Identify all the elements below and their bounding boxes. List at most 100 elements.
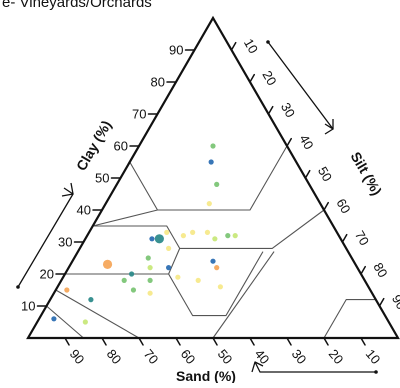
silt-tick	[267, 105, 274, 115]
data-points	[51, 143, 238, 325]
data-point	[190, 229, 196, 235]
axis-direction-arrows	[16, 40, 378, 374]
data-point	[121, 277, 127, 283]
chart-title: e- Vineyards/Orchards	[2, 0, 152, 11]
data-point	[212, 236, 218, 242]
sand-tick-label: 70	[141, 346, 162, 367]
loam-boundary	[168, 251, 264, 317]
clay-loam-boundary	[92, 209, 325, 249]
sand-tick	[64, 337, 70, 346]
silt-tick	[323, 201, 329, 211]
data-point	[175, 274, 181, 280]
sand-tick	[101, 337, 107, 346]
sand-tick	[175, 337, 181, 346]
silt-direction-arrow	[267, 41, 334, 135]
silt-tick	[286, 137, 292, 147]
silt-tick-label: 90	[389, 292, 400, 312]
silt-axis-title: Silt (%)	[348, 149, 386, 198]
sandy-clay-edge	[92, 209, 158, 227]
texture-class-lines	[46, 145, 376, 339]
silt-tick-label: 70	[352, 228, 372, 248]
silt-tick-label: 40	[296, 132, 316, 152]
silt-tick	[341, 233, 348, 243]
axis-ticks: 10 20 30 40 50 60 70 80 90 10 20 30 40 50 60 70 80 90 90 80…	[21, 36, 400, 367]
clay-tick-label: 40	[77, 203, 91, 218]
silt-boundary	[323, 299, 376, 339]
clay-tick-label: 20	[40, 267, 54, 282]
clay-tick-label: 60	[114, 139, 128, 154]
clay-tick-label: 50	[95, 171, 109, 186]
sand-tick-label: 90	[67, 346, 88, 367]
clay-axis-title: Clay (%)	[73, 118, 114, 174]
clay-tick-label: 90	[169, 43, 183, 58]
silt-tick-label: 80	[370, 260, 390, 280]
sand-boundary	[46, 305, 84, 339]
data-point	[164, 229, 170, 235]
triangle-border	[26, 15, 400, 340]
clay-tick-label: 30	[58, 235, 72, 250]
data-point	[225, 233, 231, 239]
clay-tick-label: 10	[21, 299, 35, 314]
silt-tick-label: 30	[278, 100, 298, 120]
silt-tick-label: 60	[333, 196, 353, 216]
data-point	[145, 255, 151, 261]
data-point	[154, 234, 164, 244]
sand-tick-label: 60	[178, 346, 199, 367]
silt-tick	[249, 73, 255, 83]
silt-loam-boundary	[212, 251, 275, 339]
data-point	[149, 236, 155, 242]
silt-tick-label: 20	[259, 68, 279, 88]
data-point	[147, 290, 153, 296]
sand-tick	[138, 337, 144, 346]
sand-tick	[323, 337, 329, 346]
data-point	[166, 245, 172, 251]
silt-tick	[230, 41, 237, 51]
data-point	[195, 277, 201, 283]
sand-tick-label: 10	[363, 346, 384, 367]
sand-tick-label: 80	[104, 346, 125, 367]
clay-tick-label: 70	[132, 107, 146, 122]
silt-tick	[304, 169, 311, 179]
data-point	[147, 277, 153, 283]
clay-class-boundary	[129, 145, 288, 211]
data-point	[51, 316, 57, 322]
sand-tick	[212, 337, 218, 346]
data-point	[129, 271, 135, 277]
sand-tick	[360, 337, 366, 346]
data-point	[214, 265, 220, 271]
data-point	[210, 258, 216, 264]
sandy-clay-loam-boundary	[65, 248, 181, 275]
clay-arrowhead	[61, 182, 74, 197]
sand-tick	[286, 337, 292, 346]
silt-arrowhead	[324, 119, 334, 130]
silt-arrow-start	[266, 40, 270, 44]
sand-arrow-start	[374, 370, 378, 374]
sand-tick	[249, 337, 255, 346]
data-point	[88, 297, 94, 303]
data-point	[147, 265, 153, 271]
silt-tick	[360, 265, 366, 275]
sand-axis-title: Sand (%)	[176, 368, 236, 383]
data-point	[64, 287, 70, 293]
data-point	[217, 284, 223, 290]
clay-tick-label: 80	[151, 75, 165, 90]
sand-tick-label: 30	[289, 346, 310, 367]
sand-arrowhead	[251, 361, 264, 373]
data-point	[102, 259, 113, 269]
silt-tick	[378, 297, 385, 307]
silt-tick-label: 10	[241, 36, 261, 56]
sand-direction-arrow	[254, 361, 376, 373]
data-point	[210, 143, 216, 149]
clay-arrow-start	[16, 285, 20, 289]
data-point	[206, 201, 212, 207]
data-point	[232, 233, 238, 239]
silt-tick-label: 50	[315, 164, 335, 184]
loamy-sand-boundary	[55, 289, 140, 339]
sand-tick-label: 20	[326, 346, 347, 367]
data-point	[180, 233, 186, 239]
axis-titles: Clay (%) Silt (%) Sand (%)	[73, 118, 386, 384]
data-point	[166, 265, 172, 271]
data-point	[204, 229, 211, 235]
triangle-outline	[26, 15, 400, 340]
